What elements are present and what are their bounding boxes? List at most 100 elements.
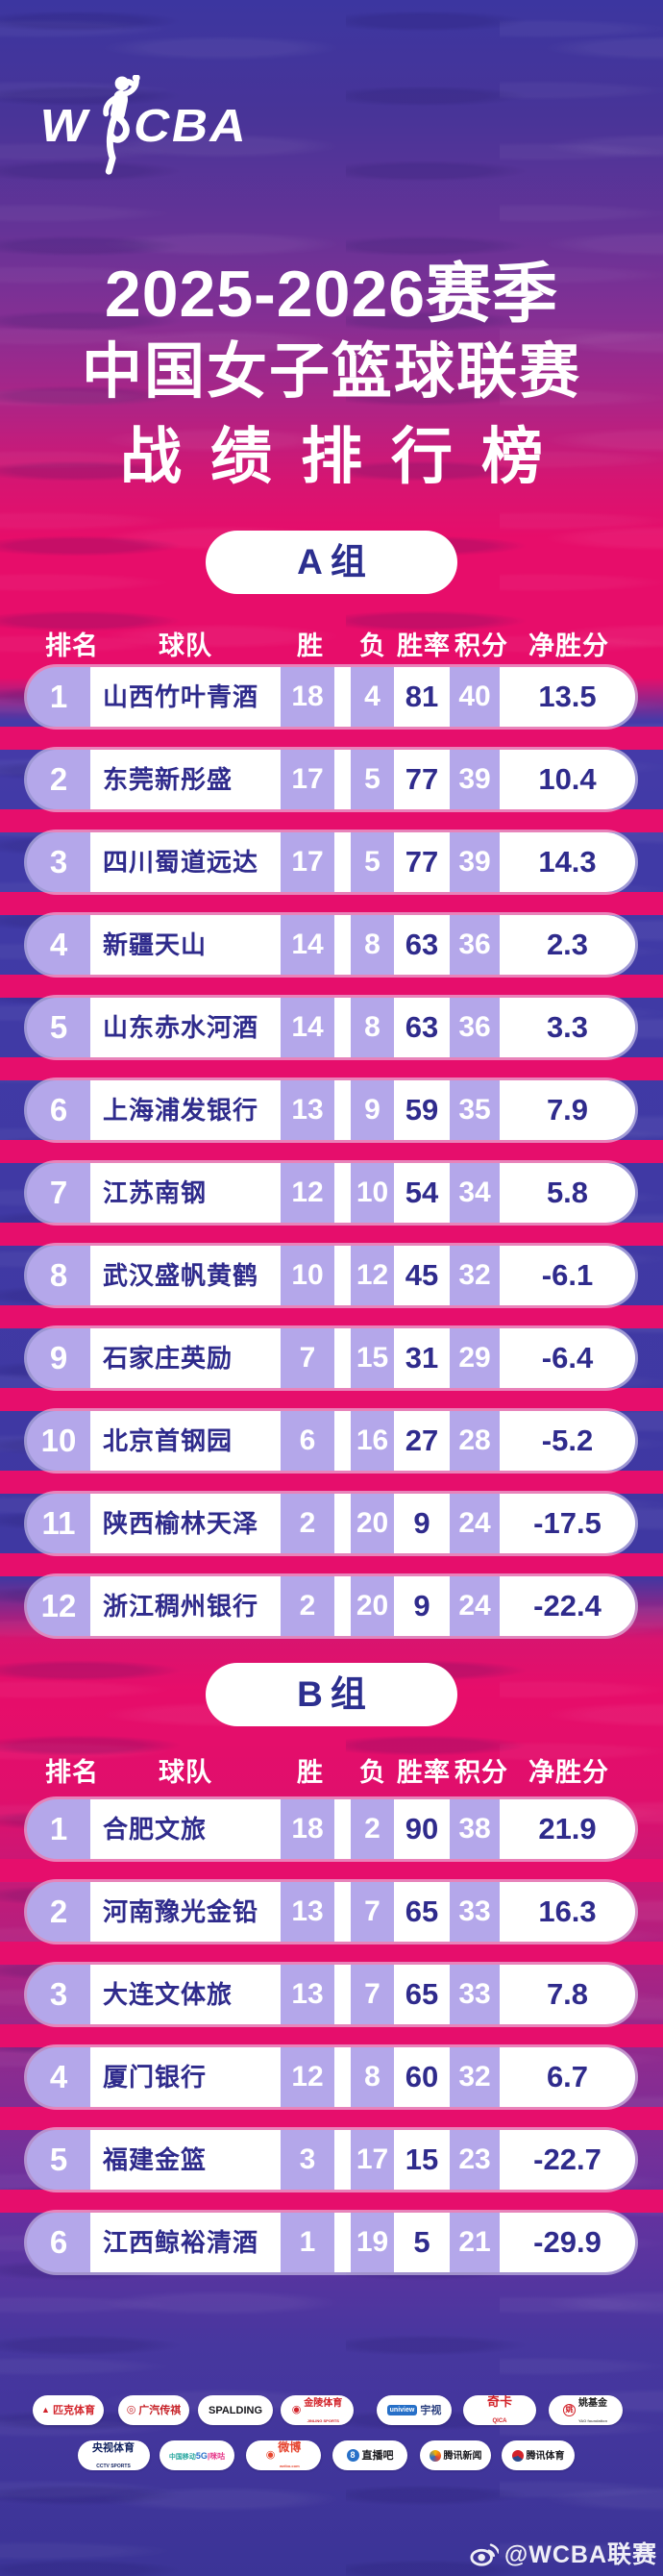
losses-value: 17 — [356, 2143, 389, 2175]
logo-letters-cba: CBA — [129, 101, 254, 152]
number8-logo-icon: 8 — [346, 2449, 359, 2462]
pointdiff-value: 16.3 — [500, 1882, 635, 1942]
losses-value: 10 — [356, 1177, 389, 1208]
rank-cell: 9 — [49, 1340, 68, 1375]
sponsor-text-line: weibo.com — [280, 2456, 300, 2471]
table-row: 9 石家庄英励 7 15 31 29 -6.4 — [27, 1328, 635, 1388]
points-value: 32 — [458, 1259, 491, 1291]
losses-value: 7 — [364, 1895, 381, 1927]
sponsor-text-block: 宇视 — [420, 2402, 441, 2418]
sponsor-text-block: 直播吧 — [362, 2447, 394, 2464]
team-name: 合肥文旅 — [90, 1799, 281, 1859]
winrate-value: 27 — [394, 1411, 450, 1471]
pointdiff-value: -22.7 — [500, 2130, 635, 2190]
group-badge: B组 — [206, 1663, 457, 1726]
pointdiff-value: 21.9 — [500, 1799, 635, 1859]
sponsor-text-line: YAO foundation — [578, 2411, 607, 2426]
col-points-header: 积分 — [454, 632, 508, 660]
sponsor-text-line: 中国移动5G|咪咕 — [169, 2447, 225, 2464]
sponsor-pill-zhibo8: 8 直播吧 — [332, 2440, 407, 2470]
sponsor-pill-uniview: uniview 宇视 — [377, 2395, 452, 2425]
sponsor-pill-tencent-sports: 腾讯体育 — [502, 2440, 575, 2470]
pointdiff-value: 7.8 — [500, 1965, 635, 2024]
losses-value: 9 — [364, 1094, 381, 1126]
sponsor-text: 腾讯新闻 — [443, 2451, 482, 2463]
team-name: 石家庄英励 — [90, 1328, 281, 1388]
team-name: 河南豫光金铅 — [90, 1882, 281, 1942]
losses-value: 19 — [356, 2226, 389, 2258]
sponsor-pill-yao-foundation: 姚姚基金 YAO foundation — [548, 2395, 623, 2426]
col-rank-header: 排名 — [45, 1758, 99, 1787]
pointdiff-value: 10.4 — [500, 750, 635, 809]
column-divider — [334, 832, 351, 892]
winrate-value: 65 — [394, 1965, 450, 2024]
pointdiff-value: -5.2 — [500, 1411, 635, 1471]
sponsor-text: 腾讯体育 — [526, 2451, 565, 2463]
pointdiff-value: -22.4 — [500, 1576, 635, 1636]
team-name: 大连文体旅 — [90, 1965, 281, 2024]
sponsor-text: weibo.com — [279, 2463, 300, 2468]
sponsor-text: QICA — [492, 2417, 507, 2424]
wins-value: 17 — [291, 763, 324, 795]
wins-value: 3 — [299, 2143, 316, 2175]
sponsor-text: JINLING SPORTS — [307, 2417, 339, 2423]
sponsor-text-line: 匹克体育 — [53, 2402, 95, 2418]
winrate-value: 63 — [394, 998, 450, 1057]
team-name: 陕西榆林天泽 — [90, 1494, 281, 1553]
col-team-header: 球队 — [159, 632, 212, 660]
column-divider — [334, 1246, 351, 1305]
sponsor-text: 5G — [195, 2451, 208, 2462]
sponsor-text: 广汽传祺 — [138, 2405, 182, 2417]
table-row: 3 四川蜀道远达 17 5 77 39 14.3 — [27, 832, 635, 892]
wins-value: 2 — [299, 1590, 316, 1622]
pointdiff-value: -29.9 — [500, 2213, 635, 2272]
sponsor-text-line: 姚基金 — [578, 2395, 607, 2411]
team-name: 福建金篮 — [90, 2130, 281, 2190]
wins-value: 17 — [291, 846, 324, 878]
table-row: 12 浙江稠州银行 2 20 9 24 -22.4 — [27, 1576, 635, 1636]
team-name: 山西竹叶青酒 — [90, 667, 281, 727]
rank-cell: 10 — [40, 1423, 77, 1458]
col-losses-header: 负 — [359, 1758, 386, 1787]
wins-value: 13 — [291, 1094, 324, 1126]
sponsor-text: CCTV SPORTS — [96, 2463, 131, 2469]
pointdiff-value: 7.9 — [500, 1080, 635, 1140]
table-row: 7 江苏南钢 12 10 54 34 5.8 — [27, 1163, 635, 1223]
team-name: 四川蜀道远达 — [90, 832, 281, 892]
winrate-value: 5 — [394, 2213, 450, 2272]
wins-value: 12 — [291, 1177, 324, 1208]
table-row: 3 大连文体旅 13 7 65 33 7.8 — [27, 1965, 635, 2024]
losses-value: 12 — [356, 1259, 389, 1291]
losses-value: 7 — [364, 1978, 381, 2010]
losses-value: 5 — [364, 763, 381, 795]
pointdiff-value: 14.3 — [500, 832, 635, 892]
column-divider — [334, 1163, 351, 1223]
points-value: 38 — [458, 1813, 491, 1845]
points-value: 29 — [458, 1342, 491, 1374]
sponsor-text-block: 微博 weibo.com — [278, 2440, 301, 2470]
table-row: 8 武汉盛帆黄鹤 10 12 45 32 -6.1 — [27, 1246, 635, 1305]
col-winrate-header: 胜率 — [397, 632, 451, 660]
globe-logo-icon — [511, 2449, 524, 2462]
pointdiff-value: -17.5 — [500, 1494, 635, 1553]
rank-cell: 5 — [49, 2142, 68, 2177]
poster-title-league: 中国女子篮球联赛 — [82, 338, 581, 406]
points-value: 39 — [458, 846, 491, 878]
tri-logo-icon: ▲ — [41, 2405, 50, 2415]
ball-logo-icon: ◉ — [291, 2404, 302, 2415]
table-row: 5 福建金篮 3 17 15 23 -22.7 — [27, 2130, 635, 2190]
column-divider — [334, 915, 351, 975]
team-name: 江西鲸裕清酒 — [90, 2213, 281, 2272]
col-wins-header: 胜 — [297, 1758, 324, 1787]
sponsor-text: 姚基金 — [577, 2397, 607, 2409]
swirl-logo-icon — [429, 2449, 441, 2462]
losses-value: 8 — [364, 929, 381, 960]
badge-logo-icon: uniview — [386, 2405, 418, 2415]
sponsor-text: 奇卡 — [486, 2395, 512, 2409]
column-divider — [334, 1882, 351, 1942]
sponsor-text: 宇视 — [420, 2405, 442, 2417]
column-divider — [334, 1799, 351, 1859]
pointdiff-value: 5.8 — [500, 1163, 635, 1223]
team-name: 江苏南钢 — [90, 1163, 281, 1223]
